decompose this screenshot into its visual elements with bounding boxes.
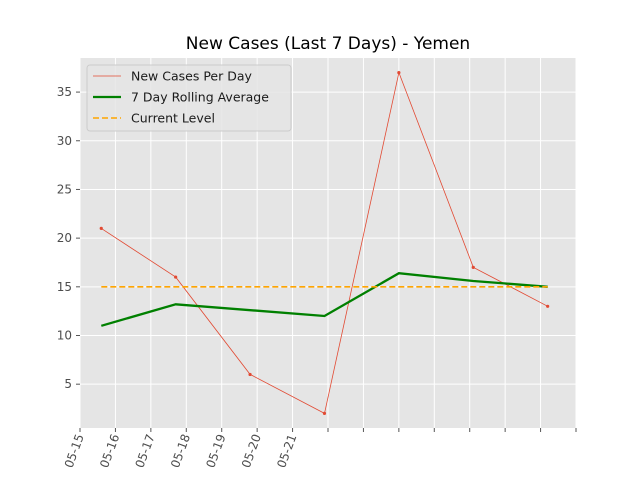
chart-title: New Cases (Last 7 Days) - Yemen [186,34,470,54]
data-point [322,411,327,415]
y-tick-label: 10 [57,329,72,343]
y-tick-label: 20 [57,231,72,245]
series-line-1 [100,272,548,327]
y-tick-label: 30 [57,134,72,148]
y-tick-label: 15 [57,280,72,294]
data-point [99,226,103,230]
data-point [546,304,550,308]
y-tick-label: 5 [64,377,72,391]
grid-lines [79,58,577,428]
data-point [397,71,401,75]
data-point [174,275,178,279]
y-tick-label: 25 [57,182,72,196]
data-point [248,372,252,377]
series-layer [99,71,550,415]
legend-label-0: New Cases Per Day [131,69,252,84]
legend-label-2: Current Level [131,111,215,126]
y-tick-label: 35 [57,85,72,99]
legend: New Cases Per Day 7 Day Rolling Average Cu… [86,64,292,132]
legend-label-1: 7 Day Rolling Average [131,90,269,105]
legend-box [86,64,292,132]
data-point [471,265,475,269]
